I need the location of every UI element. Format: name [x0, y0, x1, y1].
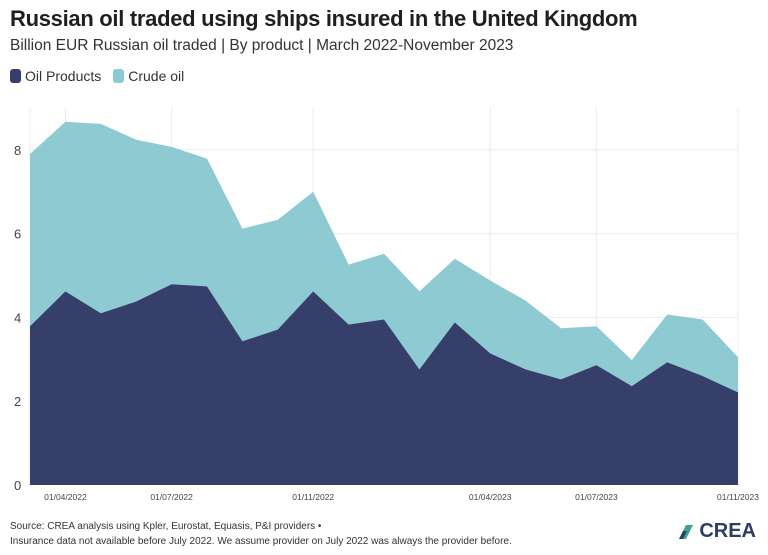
legend-label: Oil Products	[25, 68, 102, 84]
y-tick-label: 0	[14, 478, 21, 493]
x-tick-label: 01/11/2023	[717, 492, 759, 502]
note-text: Insurance data not available before July…	[10, 536, 512, 547]
x-tick-label: 01/07/2023	[575, 492, 618, 502]
logo-text: CREA	[699, 520, 756, 542]
y-tick-label: 2	[14, 394, 21, 409]
chart-title: Russian oil traded using ships insured i…	[10, 6, 638, 31]
x-tick-label: 01/04/2023	[469, 492, 512, 502]
legend-swatch-crude-oil	[113, 69, 125, 83]
x-tick-label: 01/11/2022	[292, 492, 334, 502]
crea-logo: CREA	[677, 520, 756, 543]
area-oil-products	[30, 284, 738, 485]
footer: Source: CREA analysis using Kpler, Euros…	[10, 519, 512, 549]
legend: Oil Products Crude oil	[10, 68, 184, 84]
y-tick-label: 4	[14, 310, 21, 325]
legend-item-oil-products[interactable]: Oil Products	[10, 68, 101, 84]
legend-swatch-oil-products	[10, 69, 21, 83]
y-tick-label: 8	[14, 143, 21, 158]
y-tick-label: 6	[14, 227, 21, 242]
source-text: Source: CREA analysis using Kpler, Euros…	[10, 521, 322, 532]
area-crude-oil	[30, 121, 738, 393]
x-tick-label: 01/04/2022	[44, 492, 87, 502]
crea-leaf-icon	[679, 524, 694, 539]
legend-label: Crude oil	[128, 68, 185, 84]
x-tick-label: 01/07/2022	[150, 492, 193, 502]
chart-subtitle: Billion EUR Russian oil traded | By prod…	[10, 37, 514, 54]
legend-item-crude-oil[interactable]: Crude oil	[113, 68, 184, 84]
